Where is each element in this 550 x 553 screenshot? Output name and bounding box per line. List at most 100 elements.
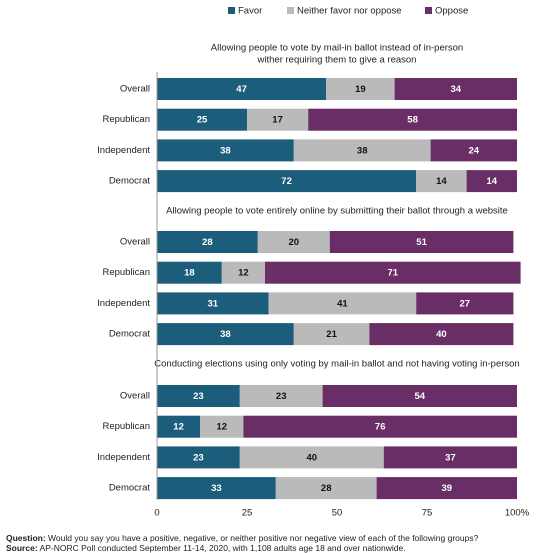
legend-label: Oppose xyxy=(435,6,468,17)
category-label: Republican xyxy=(102,421,150,432)
bar-segment xyxy=(157,292,269,315)
value-label: 58 xyxy=(407,115,418,126)
bar-segment xyxy=(239,446,384,469)
bar-segment xyxy=(369,323,514,346)
bar-segment xyxy=(157,231,258,253)
bar-segment xyxy=(265,261,521,284)
category-label: Democrat xyxy=(109,483,151,494)
question-note: Question: Would you say you have a posit… xyxy=(6,533,478,543)
bar-segment xyxy=(376,477,517,500)
value-label: 54 xyxy=(415,391,426,402)
value-label: 19 xyxy=(355,84,366,95)
bar-segment xyxy=(268,292,417,315)
value-label: 76 xyxy=(375,422,386,433)
bar-segment xyxy=(157,108,247,131)
value-label: 12 xyxy=(173,422,184,433)
category-label: Independent xyxy=(97,452,150,463)
bar-segment xyxy=(157,139,294,162)
bar-segment xyxy=(157,385,240,407)
bar-segment xyxy=(383,446,517,469)
value-label: 71 xyxy=(388,268,399,279)
panel-title: Allowing people to vote by mail-in ballo… xyxy=(211,43,463,54)
legend-swatch xyxy=(228,7,235,14)
value-label: 12 xyxy=(238,268,249,279)
value-label: 23 xyxy=(193,391,204,402)
value-label: 39 xyxy=(442,483,453,494)
bar-segment xyxy=(308,108,517,131)
value-label: 37 xyxy=(445,452,456,463)
category-label: Independent xyxy=(97,298,150,309)
bar-segment xyxy=(239,385,323,407)
bar-segment xyxy=(329,231,514,253)
value-label: 28 xyxy=(321,483,332,494)
bar-segment xyxy=(394,78,517,100)
category-label: Democrat xyxy=(109,329,151,340)
bar-segment xyxy=(221,261,265,284)
bar-segment xyxy=(200,415,244,438)
bar-segment xyxy=(257,231,330,253)
bar-segment xyxy=(326,78,395,100)
value-label: 41 xyxy=(337,298,348,309)
bar-segment xyxy=(416,170,467,193)
value-label: 33 xyxy=(211,483,222,494)
source-label: Source: xyxy=(6,543,38,553)
bar-segment xyxy=(157,261,222,284)
value-label: 51 xyxy=(416,237,427,248)
value-label: 38 xyxy=(220,145,231,156)
question-text: Would you say you have a positive, negat… xyxy=(48,533,479,543)
bar-segment xyxy=(293,139,431,162)
category-label: Overall xyxy=(120,237,150,248)
category-label: Democrat xyxy=(109,176,151,187)
chart: Favor Neither favor nor oppose Oppose Allow… xyxy=(97,6,530,519)
bar-segment xyxy=(293,323,370,346)
value-label: 14 xyxy=(487,176,498,187)
legend-swatch xyxy=(425,7,432,14)
category-label: Overall xyxy=(120,84,150,95)
x-tick-label: 0 xyxy=(154,508,159,519)
source-note: Source: AP-NORC Poll conducted September… xyxy=(6,543,406,553)
bar-segment xyxy=(247,108,309,131)
bar-segment xyxy=(157,477,276,500)
bar-segment xyxy=(157,170,417,193)
category-label: Overall xyxy=(120,391,150,402)
category-label: Republican xyxy=(102,114,150,125)
question-label: Question: xyxy=(6,533,46,543)
legend-label: Neither favor nor oppose xyxy=(297,6,402,17)
panel-title: Conducting elections using only voting b… xyxy=(154,359,519,370)
panel-title: wither requiring them to give a reason xyxy=(257,55,417,66)
value-label: 40 xyxy=(307,452,318,463)
legend-swatch xyxy=(287,7,294,14)
value-label: 24 xyxy=(469,145,480,156)
bar-segment xyxy=(416,292,514,315)
value-label: 31 xyxy=(208,298,219,309)
value-label: 28 xyxy=(202,237,213,248)
bar-segment xyxy=(322,385,517,407)
value-label: 40 xyxy=(436,329,447,340)
value-label: 17 xyxy=(272,115,283,126)
value-label: 14 xyxy=(436,176,447,187)
value-label: 18 xyxy=(184,268,195,279)
value-label: 38 xyxy=(220,329,231,340)
bar-segment xyxy=(466,170,517,193)
bar-segment xyxy=(275,477,377,500)
bar-segment xyxy=(157,323,294,346)
value-label: 23 xyxy=(276,391,287,402)
legend-label: Favor xyxy=(238,6,262,17)
x-tick-label: 50 xyxy=(332,508,343,519)
bar-segment xyxy=(157,415,201,438)
value-label: 23 xyxy=(193,452,204,463)
value-label: 27 xyxy=(460,298,471,309)
panel-title: Allowing people to vote entirely online … xyxy=(166,206,508,217)
value-label: 12 xyxy=(217,422,228,433)
value-label: 21 xyxy=(326,329,337,340)
value-label: 72 xyxy=(281,176,292,187)
x-tick-label: 100% xyxy=(505,508,530,519)
source-text: AP-NORC Poll conducted September 11-14, … xyxy=(39,543,406,553)
x-tick-label: 75 xyxy=(422,508,433,519)
value-label: 25 xyxy=(197,115,208,126)
bar-segment xyxy=(430,139,517,162)
bar-segment xyxy=(157,78,327,100)
bar-segment xyxy=(157,446,240,469)
bar-segment xyxy=(243,415,517,438)
